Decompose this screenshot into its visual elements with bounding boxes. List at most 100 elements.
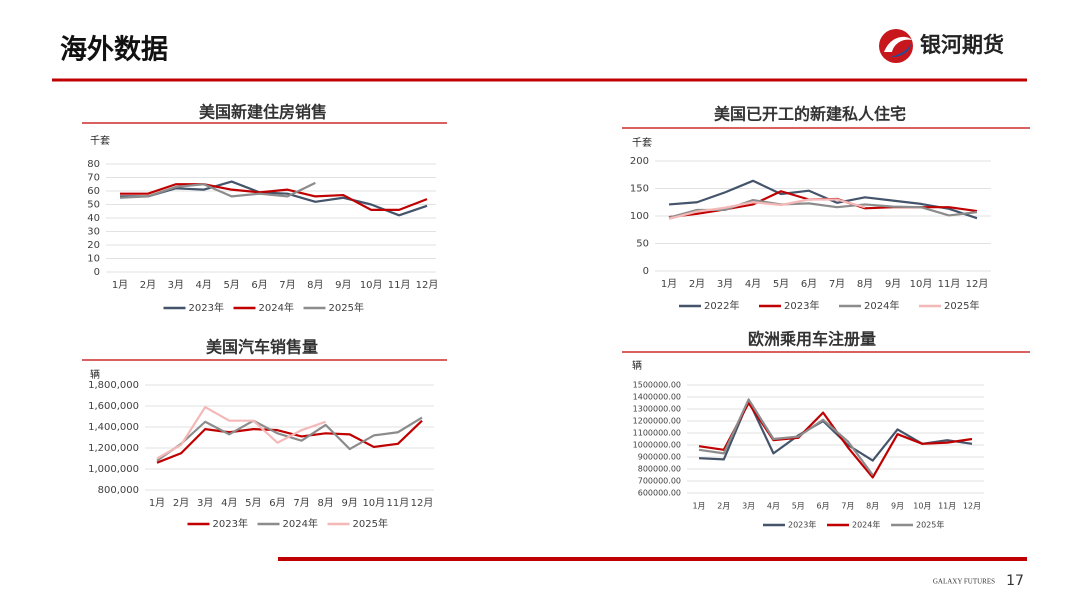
y-tick-label: 0 <box>643 266 649 277</box>
series-line <box>119 181 316 199</box>
legend-label: 2025年 <box>329 301 364 314</box>
x-tick-label: 10月 <box>913 502 931 511</box>
x-tick-label: 12月 <box>411 497 434 509</box>
x-tick-label: 9月 <box>335 279 351 291</box>
y-tick-label: 1,400,000 <box>88 422 139 433</box>
y-tick-label: 1,800,000 <box>88 380 139 391</box>
x-tick-label: 8月 <box>307 279 323 291</box>
x-tick-label: 12月 <box>966 278 989 290</box>
x-tick-label: 1月 <box>692 502 705 511</box>
y-tick-label: 80 <box>87 159 100 170</box>
x-tick-label: 9月 <box>885 278 901 290</box>
legend-label: 2024年 <box>864 299 899 312</box>
x-tick-label: 9月 <box>342 497 358 509</box>
y-tick-label: 600000.00 <box>638 489 681 498</box>
x-tick-label: 2月 <box>689 278 705 290</box>
legend-label: 2024年 <box>852 520 880 530</box>
logo-text: 银河期货 <box>920 33 1004 57</box>
x-tick-label: 6月 <box>269 497 285 509</box>
y-tick-label: 700000.00 <box>638 477 681 486</box>
series-line <box>668 179 978 220</box>
y-tick-label: 900000.00 <box>638 453 681 462</box>
slide-title: 海外数据 <box>60 35 168 66</box>
y-tick-label: 10 <box>87 254 100 265</box>
y-tick-label: 40 <box>87 213 100 224</box>
y-tick-label: 1,200,000 <box>88 443 139 454</box>
x-tick-label: 4月 <box>221 497 237 509</box>
y-tick-label: 50 <box>636 239 649 250</box>
y-tick-label: 1100000.00 <box>633 429 681 438</box>
page-number: 17 <box>1006 573 1024 589</box>
x-tick-label: 4月 <box>767 502 780 511</box>
y-unit: 辆 <box>90 368 100 381</box>
legend-label: 2023年 <box>189 301 224 314</box>
x-tick-label: 1月 <box>149 497 165 509</box>
series-line <box>156 405 326 460</box>
x-tick-label: 6月 <box>801 278 817 290</box>
x-tick-label: 10月 <box>362 497 385 509</box>
x-tick-label: 3月 <box>168 279 184 291</box>
series-line <box>668 198 866 220</box>
chart-title: 美国已开工的新建私人住宅 <box>714 105 906 124</box>
x-tick-label: 1月 <box>112 279 128 291</box>
x-tick-label: 11月 <box>388 279 411 291</box>
legend-label: 2023年 <box>784 299 819 312</box>
y-tick-label: 200 <box>630 156 649 167</box>
x-tick-label: 5月 <box>773 278 789 290</box>
x-tick-label: 8月 <box>317 497 333 509</box>
x-tick-label: 3月 <box>197 497 213 509</box>
y-tick-label: 1,000,000 <box>88 464 139 475</box>
x-tick-label: 8月 <box>857 278 873 290</box>
y-tick-label: 1500000.00 <box>633 381 681 390</box>
x-tick-label: 11月 <box>387 497 410 509</box>
logo-icon <box>879 29 913 63</box>
x-tick-label: 9月 <box>891 502 904 511</box>
x-tick-label: 2月 <box>173 497 189 509</box>
legend-label: 2023年 <box>213 517 248 530</box>
chart-title: 美国汽车销售量 <box>206 338 318 357</box>
legend-label: 2025年 <box>944 299 979 312</box>
y-tick-label: 50 <box>87 200 100 211</box>
x-tick-label: 7月 <box>829 278 845 290</box>
series-line <box>156 419 423 464</box>
chart-title: 欧洲乘用车注册量 <box>748 330 876 349</box>
y-tick-label: 150 <box>630 184 649 195</box>
x-tick-label: 4月 <box>196 279 212 291</box>
legend-label: 2024年 <box>283 517 318 530</box>
x-tick-label: 1月 <box>661 278 677 290</box>
x-tick-label: 12月 <box>416 279 439 291</box>
y-tick-label: 0 <box>94 267 100 278</box>
x-tick-label: 10月 <box>910 278 933 290</box>
y-tick-label: 1000000.00 <box>633 441 681 450</box>
footer-brand: GALAXY FUTURES <box>933 578 995 586</box>
x-tick-label: 3月 <box>742 502 755 511</box>
x-tick-label: 2月 <box>140 279 156 291</box>
series-line <box>698 398 874 476</box>
y-tick-label: 1200000.00 <box>633 417 681 426</box>
y-tick-label: 20 <box>87 240 100 251</box>
x-tick-label: 7月 <box>841 502 854 511</box>
x-tick-label: 6月 <box>817 502 830 511</box>
y-unit: 千套 <box>632 136 652 149</box>
legend-label: 2024年 <box>259 301 294 314</box>
x-tick-label: 8月 <box>866 502 879 511</box>
y-tick-label: 1300000.00 <box>633 405 681 414</box>
x-tick-label: 7月 <box>293 497 309 509</box>
series-line <box>120 183 428 211</box>
y-tick-label: 1400000.00 <box>633 393 681 402</box>
x-tick-label: 12月 <box>963 502 981 511</box>
x-tick-label: 11月 <box>938 502 956 511</box>
y-unit: 辆 <box>632 359 642 372</box>
y-tick-label: 70 <box>87 173 100 184</box>
chart-title: 美国新建住房销售 <box>199 103 327 122</box>
legend-label: 2025年 <box>353 517 388 530</box>
y-tick-label: 800000.00 <box>638 465 681 474</box>
y-tick-label: 800,000 <box>98 485 139 496</box>
y-unit: 千套 <box>90 134 110 147</box>
series-line <box>668 198 978 219</box>
legend-label: 2025年 <box>916 520 944 530</box>
x-tick-label: 7月 <box>279 279 295 291</box>
x-tick-label: 5月 <box>792 502 805 511</box>
y-tick-label: 60 <box>87 186 100 197</box>
